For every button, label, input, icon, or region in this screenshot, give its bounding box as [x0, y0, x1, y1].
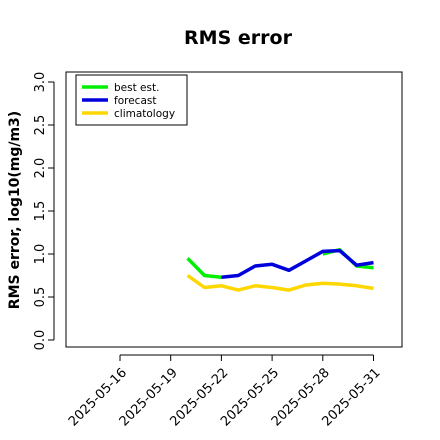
- x-axis: 2025-05-162025-05-192025-05-222025-05-25…: [66, 354, 384, 429]
- y-axis-label: RMS error, log10(mg/m3): [7, 111, 23, 309]
- y-tick-label: 3.0: [33, 72, 48, 93]
- series-lines: [186, 247, 374, 292]
- series-line-forecast: [221, 248, 374, 279]
- y-tick-label: 1.5: [33, 201, 48, 222]
- y-tick-label: 0.0: [33, 330, 48, 351]
- y-tick-label: 2.5: [33, 115, 48, 136]
- plot-frame: [65, 71, 403, 348]
- legend-label: forecast: [114, 95, 156, 107]
- y-tick-label: 1.0: [33, 244, 48, 265]
- series-line-climatology: [186, 274, 374, 292]
- y-axis: 0.0 0.5 1.0 1.5 2.0 2.5 3.0: [33, 72, 55, 351]
- legend-label: best est.: [114, 82, 159, 94]
- chart-title: RMS error: [184, 27, 293, 49]
- legend-label: climatology: [114, 108, 175, 120]
- series-line-best-est: [186, 257, 222, 279]
- y-tick-label: 0.5: [33, 287, 48, 308]
- y-tick-label: 2.0: [33, 158, 48, 179]
